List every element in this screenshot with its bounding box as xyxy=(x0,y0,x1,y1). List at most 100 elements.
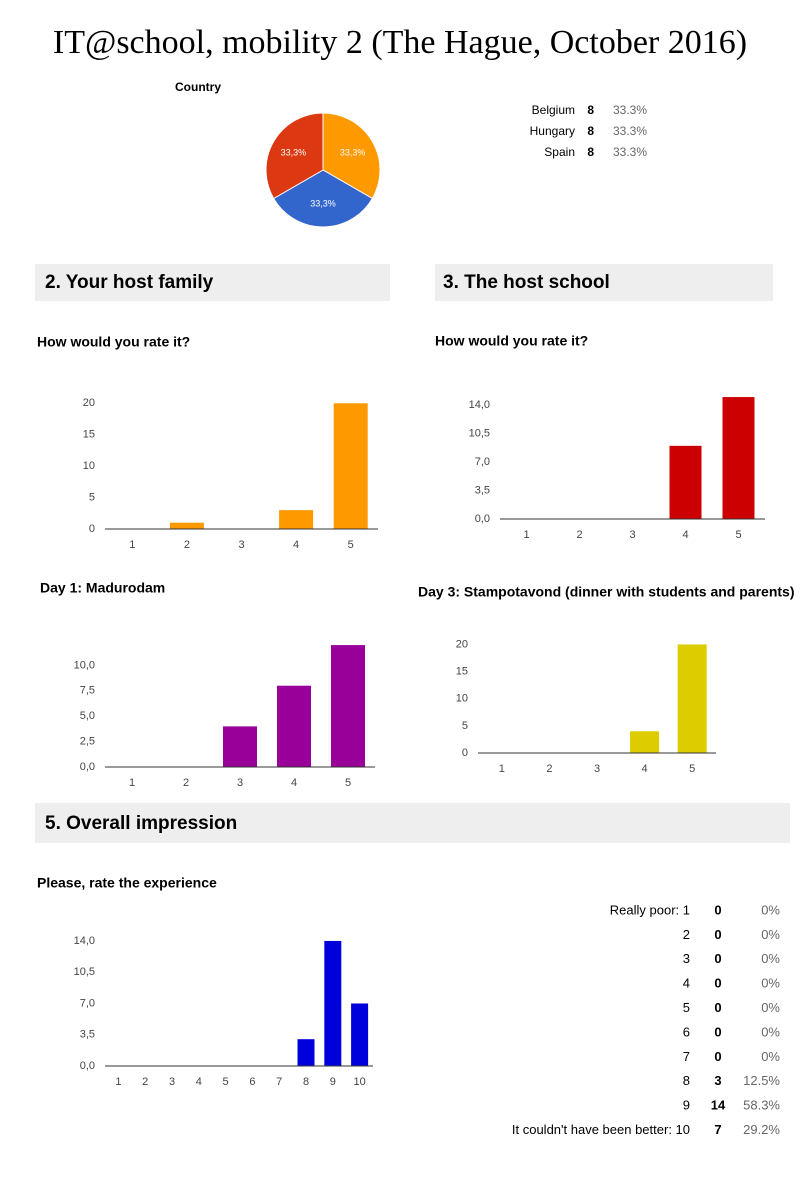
row-percent: 0% xyxy=(761,902,780,917)
bar xyxy=(279,510,314,529)
x-tick-label: 4 xyxy=(682,529,688,541)
row-count: 0 xyxy=(714,902,721,917)
y-tick-label: 20 xyxy=(83,397,95,409)
chart-title: Country xyxy=(175,80,221,94)
x-tick-label: 2 xyxy=(184,539,190,551)
x-tick-label: 10 xyxy=(353,1076,365,1088)
x-tick-label: 2 xyxy=(142,1076,148,1088)
row-percent: 29.2% xyxy=(743,1122,780,1137)
y-tick-label: 2,5 xyxy=(80,736,95,748)
y-tick-label: 14,0 xyxy=(74,935,95,947)
row-percent: 58.3% xyxy=(743,1098,780,1113)
y-tick-label: 7,0 xyxy=(80,997,95,1009)
chart-title: How would you rate it? xyxy=(37,334,190,350)
x-tick-label: 3 xyxy=(238,539,244,551)
bar xyxy=(351,1003,369,1066)
x-tick-label: 5 xyxy=(689,763,695,775)
y-tick-label: 3,5 xyxy=(80,1029,95,1041)
legend-percent: 33.3% xyxy=(613,145,647,159)
row-count: 7 xyxy=(714,1122,721,1137)
y-tick-label: 20 xyxy=(456,638,468,650)
y-tick-label: 7,5 xyxy=(80,685,95,697)
y-tick-label: 5 xyxy=(89,491,95,503)
y-tick-label: 10 xyxy=(83,460,95,472)
section-box xyxy=(435,264,773,301)
section-title: 2. Your host family xyxy=(45,272,214,293)
bar xyxy=(333,403,368,529)
bar xyxy=(324,940,342,1066)
x-tick-label: 2 xyxy=(546,763,552,775)
x-tick-label: 5 xyxy=(223,1076,229,1088)
row-percent: 12.5% xyxy=(743,1073,780,1088)
y-tick-label: 15 xyxy=(83,429,95,441)
bar xyxy=(331,645,365,767)
pie-slice xyxy=(272,169,374,228)
section-box xyxy=(35,803,790,843)
x-tick-label: 4 xyxy=(293,539,299,551)
row-percent: 0% xyxy=(761,976,780,991)
x-tick-label: 8 xyxy=(303,1076,309,1088)
chart-title: Day 1: Madurodam xyxy=(40,580,165,596)
legend-percent: 33.3% xyxy=(613,124,647,138)
bar xyxy=(223,726,257,767)
x-tick-label: 5 xyxy=(348,539,354,551)
y-tick-label: 14,0 xyxy=(469,399,490,411)
legend-label: Hungary xyxy=(530,124,575,138)
row-label: 6 xyxy=(683,1024,690,1039)
bar xyxy=(277,685,311,767)
y-tick-label: 0 xyxy=(462,747,468,759)
x-tick-label: 4 xyxy=(291,777,297,789)
row-count: 3 xyxy=(714,1073,721,1088)
row-percent: 0% xyxy=(761,927,780,942)
y-tick-label: 10,0 xyxy=(74,659,95,671)
x-tick-label: 9 xyxy=(330,1076,336,1088)
bar xyxy=(630,731,660,753)
row-percent: 0% xyxy=(761,1049,780,1064)
chart-title: Day 3: Stampotavond (dinner with student… xyxy=(418,584,794,600)
section-title: 3. The host school xyxy=(443,272,610,293)
row-label: 4 xyxy=(683,976,690,991)
chart-title: How would you rate it? xyxy=(435,333,588,349)
row-count: 0 xyxy=(714,1024,721,1039)
x-tick-label: 4 xyxy=(642,763,648,775)
y-tick-label: 10 xyxy=(456,693,468,705)
y-tick-label: 10,5 xyxy=(74,966,95,978)
x-tick-label: 5 xyxy=(735,529,741,541)
row-label: 2 xyxy=(683,927,690,942)
row-count: 0 xyxy=(714,976,721,991)
slice-label: 33,3% xyxy=(310,199,336,209)
bar xyxy=(722,397,755,519)
row-label: 7 xyxy=(683,1049,690,1064)
row-label: 3 xyxy=(683,951,690,966)
chart-title: Please, rate the experience xyxy=(37,875,217,891)
y-tick-label: 3,5 xyxy=(475,484,490,496)
row-label: It couldn't have been better: 10 xyxy=(512,1122,690,1137)
x-tick-label: 1 xyxy=(499,763,505,775)
y-tick-label: 15 xyxy=(456,665,468,677)
x-tick-label: 5 xyxy=(345,777,351,789)
row-count: 0 xyxy=(714,951,721,966)
y-tick-label: 0,0 xyxy=(80,1060,95,1072)
x-tick-label: 4 xyxy=(196,1076,202,1088)
y-tick-label: 5,0 xyxy=(80,710,95,722)
y-tick-label: 0,0 xyxy=(475,513,490,525)
legend-count: 8 xyxy=(587,103,594,117)
y-tick-label: 5 xyxy=(462,720,468,732)
row-count: 0 xyxy=(714,1049,721,1064)
x-tick-label: 3 xyxy=(629,529,635,541)
x-tick-label: 2 xyxy=(183,777,189,789)
x-tick-label: 3 xyxy=(594,763,600,775)
row-percent: 0% xyxy=(761,1024,780,1039)
row-percent: 0% xyxy=(761,1000,780,1015)
x-tick-label: 1 xyxy=(115,1076,121,1088)
x-tick-label: 3 xyxy=(169,1076,175,1088)
y-tick-label: 0,0 xyxy=(80,761,95,773)
x-tick-label: 3 xyxy=(237,777,243,789)
y-tick-label: 10,5 xyxy=(469,428,490,440)
section-box xyxy=(35,264,390,301)
page-title: IT@school, mobility 2 (The Hague, Octobe… xyxy=(53,24,747,61)
pie-slice xyxy=(265,112,324,200)
bar xyxy=(297,1039,315,1066)
x-tick-label: 1 xyxy=(129,777,135,789)
